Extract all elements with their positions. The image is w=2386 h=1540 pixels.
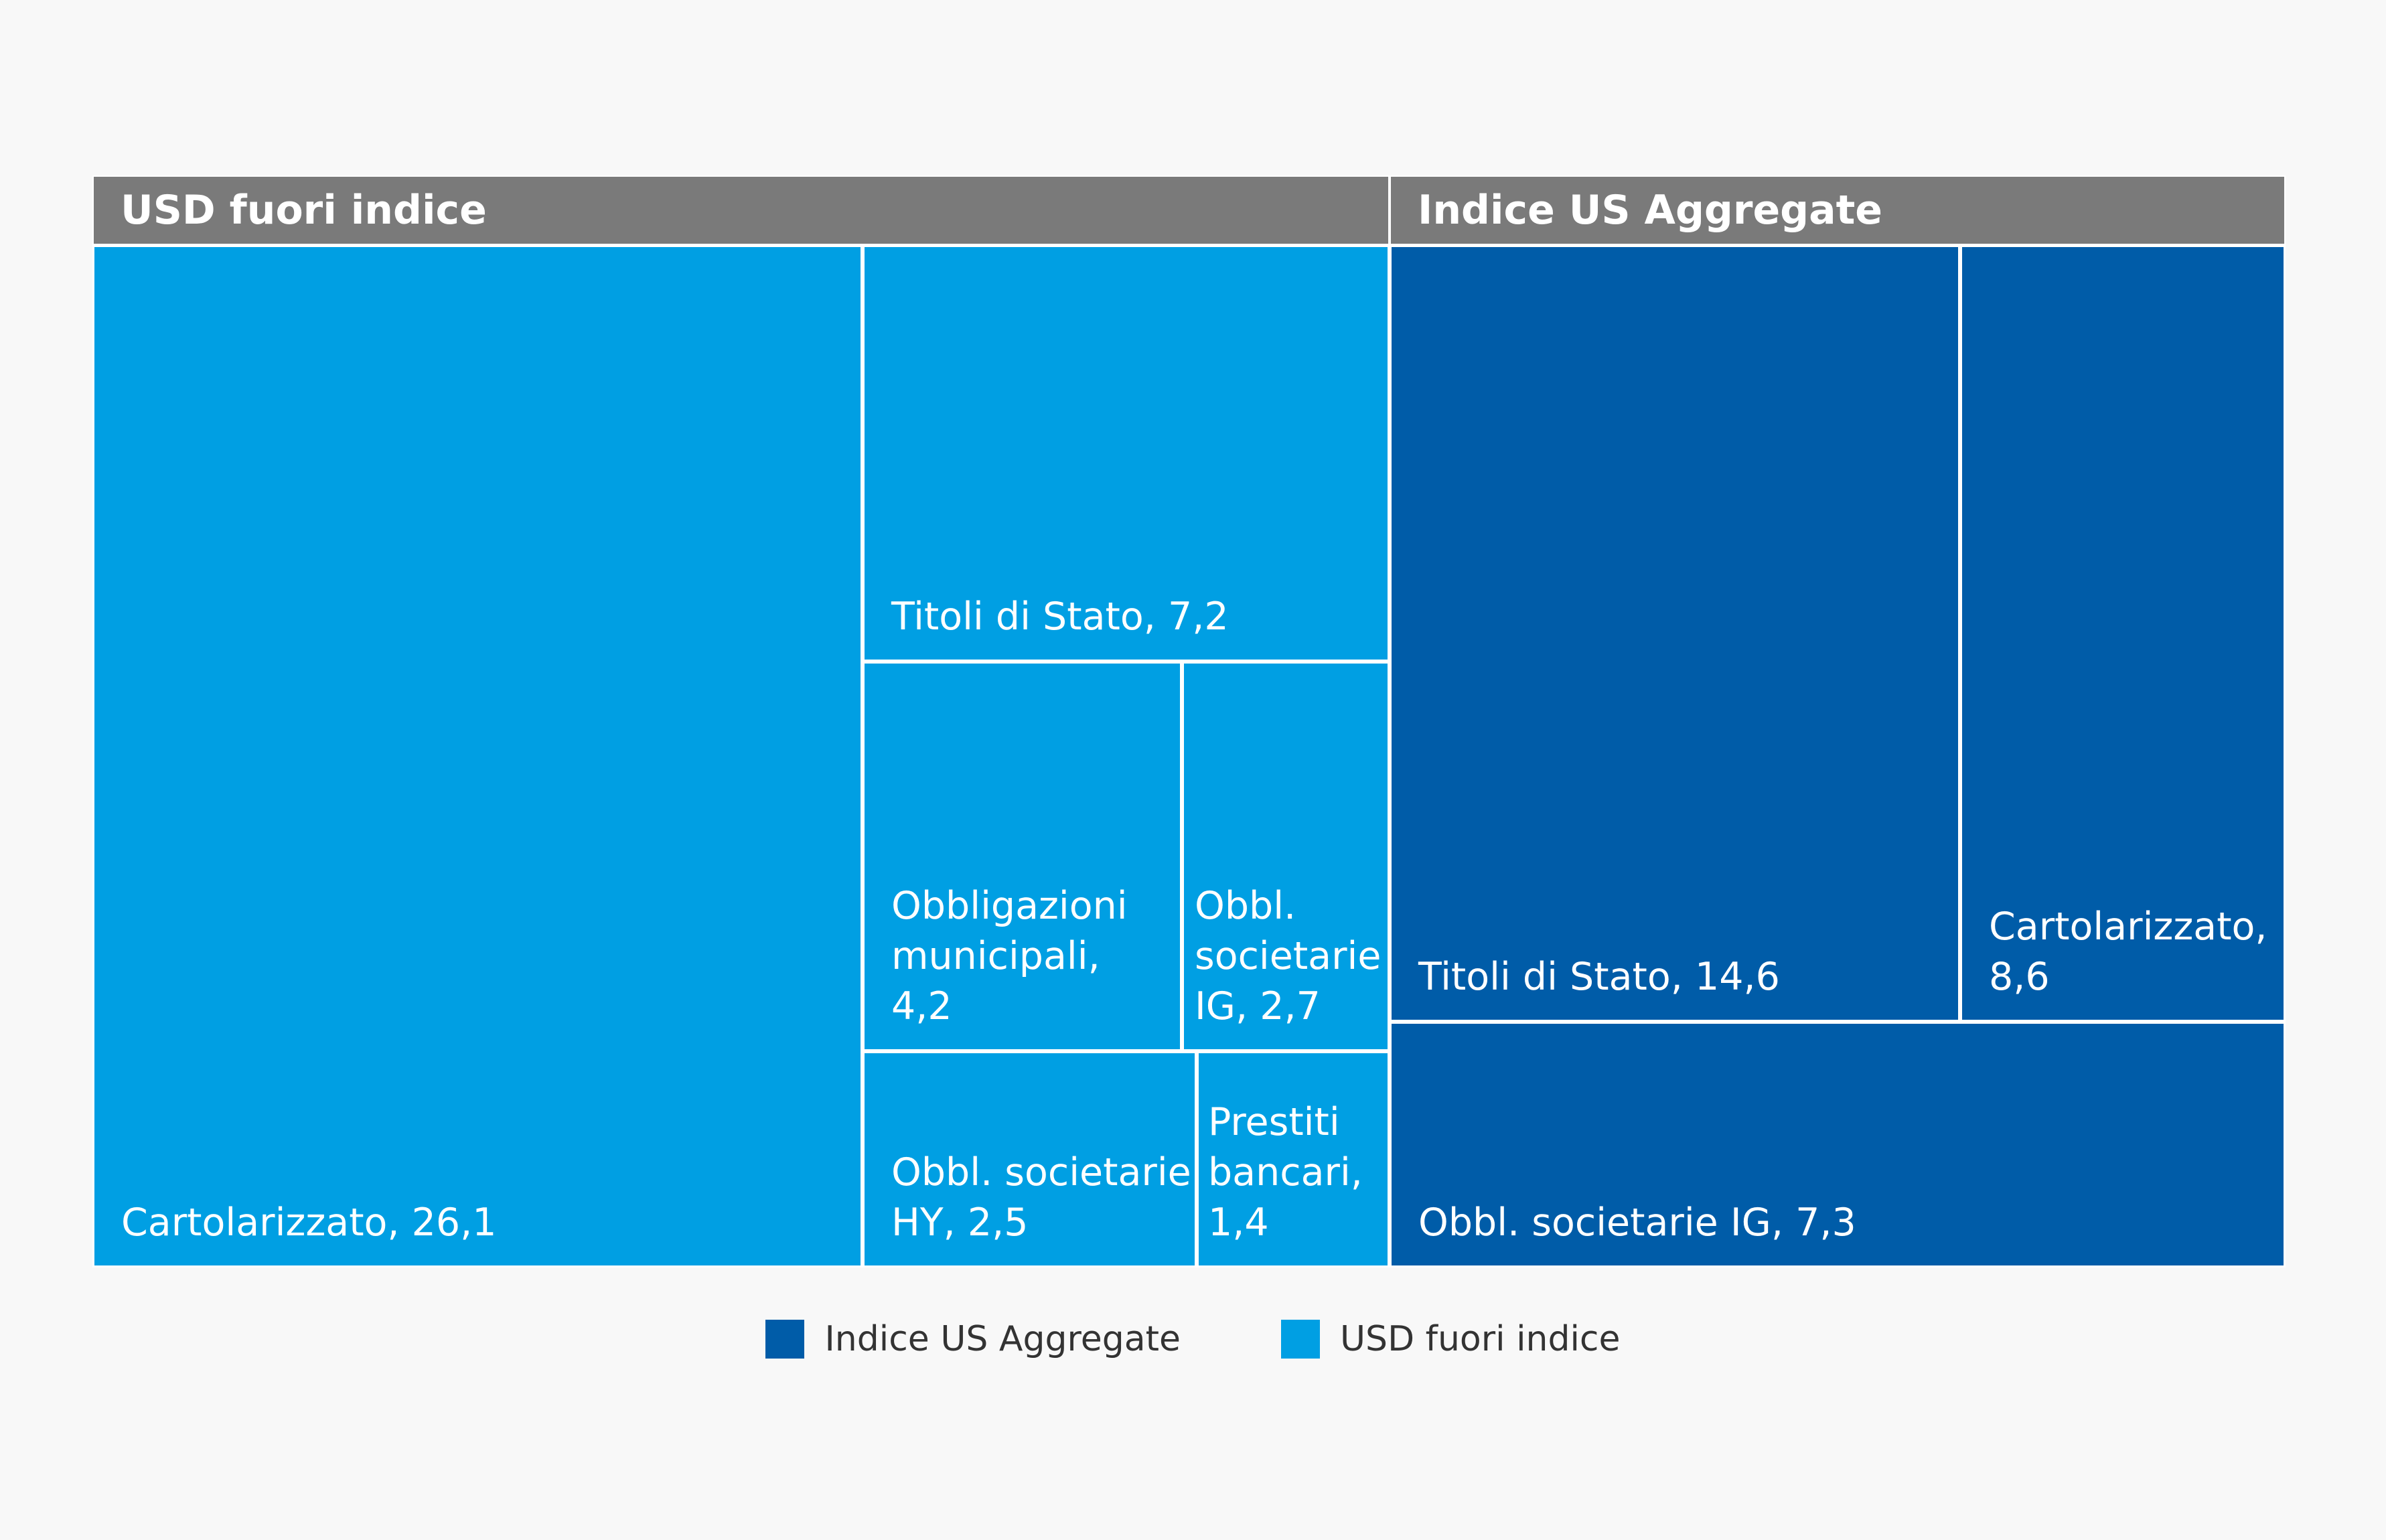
tile-label: Obbl. societarie IG, 2,7 bbox=[1195, 884, 1382, 1028]
tile-label: Prestiti bancari, 1,4 bbox=[1208, 1100, 1363, 1245]
tile-label: Titoli di Stato, 7,2 bbox=[891, 595, 1229, 639]
legend-label: Indice US Aggregate bbox=[824, 1319, 1181, 1359]
treemap-tile-usd-fuori-indice-obbl-societarie-ig: Obbl. societarie IG, 2,7 bbox=[1182, 662, 1390, 1051]
treemap-tile-usd-fuori-indice-cartolarizzato: Cartolarizzato, 26,1 bbox=[92, 245, 863, 1267]
treemap-tile-indice-us-aggregate-obbl-societarie-ig: Obbl. societarie IG, 7,3 bbox=[1390, 1022, 2286, 1267]
treemap-tile-usd-fuori-indice-obbl-societarie-hy: Obbl. societarie HY, 2,5 bbox=[863, 1051, 1197, 1267]
tile-label: Obbl. societarie IG, 7,3 bbox=[1418, 1201, 1856, 1245]
tile-label: Obbl. societarie HY, 2,5 bbox=[891, 1150, 1191, 1245]
treemap-tile-indice-us-aggregate-cartolarizzato: Cartolarizzato, 8,6 bbox=[1960, 245, 2286, 1022]
legend-swatch-indice-us-aggregate bbox=[765, 1320, 805, 1359]
legend-swatch-usd-fuori-indice bbox=[1281, 1320, 1320, 1359]
group-header-usd-fuori-indice: USD fuori indice bbox=[92, 175, 1390, 245]
tile-label: Titoli di Stato, 14,6 bbox=[1418, 955, 1780, 999]
tile-label: Cartolarizzato, 26,1 bbox=[121, 1201, 497, 1245]
group-header-indice-us-aggregate: Indice US Aggregate bbox=[1390, 175, 2286, 245]
treemap-tile-usd-fuori-indice-obbligazioni-municipali: Obbligazioni municipali, 4,2 bbox=[863, 662, 1182, 1051]
tile-label: Cartolarizzato, 8,6 bbox=[1989, 905, 2267, 999]
legend-item-indice-us-aggregate: Indice US Aggregate bbox=[765, 1319, 1181, 1359]
treemap-tile-usd-fuori-indice-titoli-di-stato: Titoli di Stato, 7,2 bbox=[863, 245, 1390, 662]
tile-label: Obbligazioni municipali, 4,2 bbox=[891, 884, 1128, 1028]
treemap-tile-usd-fuori-indice-prestiti-bancari: Prestiti bancari, 1,4 bbox=[1197, 1051, 1390, 1267]
legend: Indice US Aggregate USD fuori indice bbox=[0, 1316, 2386, 1363]
legend-label: USD fuori indice bbox=[1340, 1319, 1621, 1359]
treemap-tile-indice-us-aggregate-titoli-di-stato: Titoli di Stato, 14,6 bbox=[1390, 245, 1960, 1022]
legend-item-usd-fuori-indice: USD fuori indice bbox=[1281, 1319, 1621, 1359]
